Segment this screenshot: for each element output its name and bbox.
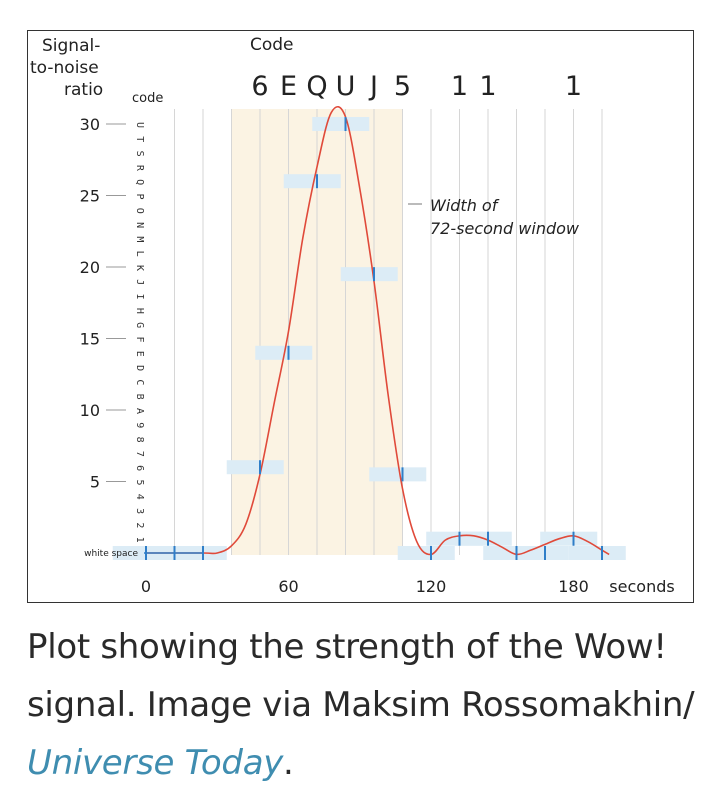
signal-curve bbox=[146, 106, 610, 556]
code-char: 5 bbox=[134, 479, 145, 485]
caption-link[interactable]: Universe Today bbox=[27, 743, 284, 783]
code-char: R bbox=[134, 165, 145, 172]
sample-box bbox=[226, 460, 284, 475]
sample-box bbox=[511, 546, 569, 560]
y-axis-label-line: to-noise bbox=[30, 58, 99, 78]
y-tick-label: 20 bbox=[80, 258, 100, 277]
code-sequence-char: E bbox=[280, 71, 297, 102]
code-char: H bbox=[134, 308, 145, 314]
code-sequence-char: Q bbox=[306, 71, 327, 102]
code-char: 7 bbox=[134, 451, 145, 457]
sample-box bbox=[540, 531, 598, 546]
code-char: T bbox=[134, 136, 145, 142]
x-tick-label: 120 bbox=[416, 577, 447, 596]
x-tick-label: 0 bbox=[141, 577, 151, 596]
code-sequence-char: 1 bbox=[451, 71, 468, 102]
code-sequence-char: 5 bbox=[394, 71, 411, 102]
window-annotation-line2: 72-second window bbox=[430, 219, 580, 238]
code-char: 3 bbox=[134, 508, 145, 514]
code-char: U bbox=[134, 122, 145, 128]
code-char: D bbox=[134, 365, 145, 371]
x-axis-label: seconds bbox=[609, 577, 674, 596]
code-char: O bbox=[134, 208, 145, 214]
window-annotation-line1: Width of bbox=[430, 196, 500, 215]
caption-text: Plot showing the strength of the Wow! si… bbox=[27, 627, 695, 725]
code-sequence-char: J bbox=[368, 71, 378, 102]
code-char: 1 bbox=[134, 537, 145, 543]
code-char: J bbox=[134, 279, 145, 285]
y-tick-label: 10 bbox=[80, 401, 100, 420]
code-char: 8 bbox=[134, 437, 145, 443]
code-char: C bbox=[134, 379, 145, 385]
code-char: G bbox=[134, 322, 145, 328]
x-tick-label: 60 bbox=[278, 577, 298, 596]
y-tick-label: 5 bbox=[90, 473, 100, 492]
code-char: 6 bbox=[134, 465, 145, 471]
code-char: 9 bbox=[134, 422, 145, 428]
sample-box bbox=[369, 467, 427, 482]
y-axis-label-line: Signal- bbox=[42, 36, 100, 56]
code-char: F bbox=[134, 336, 145, 342]
code-char: P bbox=[134, 193, 145, 199]
white-space-label: white space bbox=[84, 549, 138, 559]
y-tick-label: 30 bbox=[80, 115, 100, 134]
code-axis-label: code bbox=[132, 91, 163, 106]
code-char: Q bbox=[134, 179, 145, 185]
figure-caption: Plot showing the strength of the Wow! si… bbox=[27, 618, 697, 792]
code-char: 4 bbox=[134, 494, 145, 500]
code-char: K bbox=[134, 265, 145, 271]
code-char: I bbox=[134, 294, 145, 300]
code-char: S bbox=[134, 151, 145, 157]
y-axis-label-line: ratio bbox=[64, 80, 103, 100]
code-char: M bbox=[134, 236, 145, 242]
wow-signal-chart: Signal-to-noise ratio code 5 10 15 20 25 30 1 2 3 4 5… bbox=[27, 30, 694, 603]
code-char: 2 bbox=[134, 522, 145, 528]
code-char: N bbox=[134, 222, 145, 228]
sample-box bbox=[340, 267, 398, 282]
sample-box bbox=[283, 174, 341, 189]
sample-box bbox=[568, 546, 626, 560]
y-tick-label: 15 bbox=[80, 330, 100, 349]
code-char: L bbox=[134, 251, 145, 257]
y-tick-label: 25 bbox=[80, 187, 100, 206]
top-code-label: Code bbox=[250, 35, 294, 55]
code-char: B bbox=[134, 394, 145, 400]
sample-box bbox=[312, 117, 370, 131]
code-sequence-char: U bbox=[336, 71, 356, 102]
caption-end: . bbox=[283, 743, 294, 783]
code-sequence-char: 1 bbox=[565, 71, 582, 102]
code-char: A bbox=[134, 408, 145, 414]
x-tick-label: 180 bbox=[558, 577, 589, 596]
code-sequence-char: 1 bbox=[479, 71, 496, 102]
code-char: E bbox=[134, 351, 145, 357]
code-sequence-char: 6 bbox=[251, 71, 268, 102]
